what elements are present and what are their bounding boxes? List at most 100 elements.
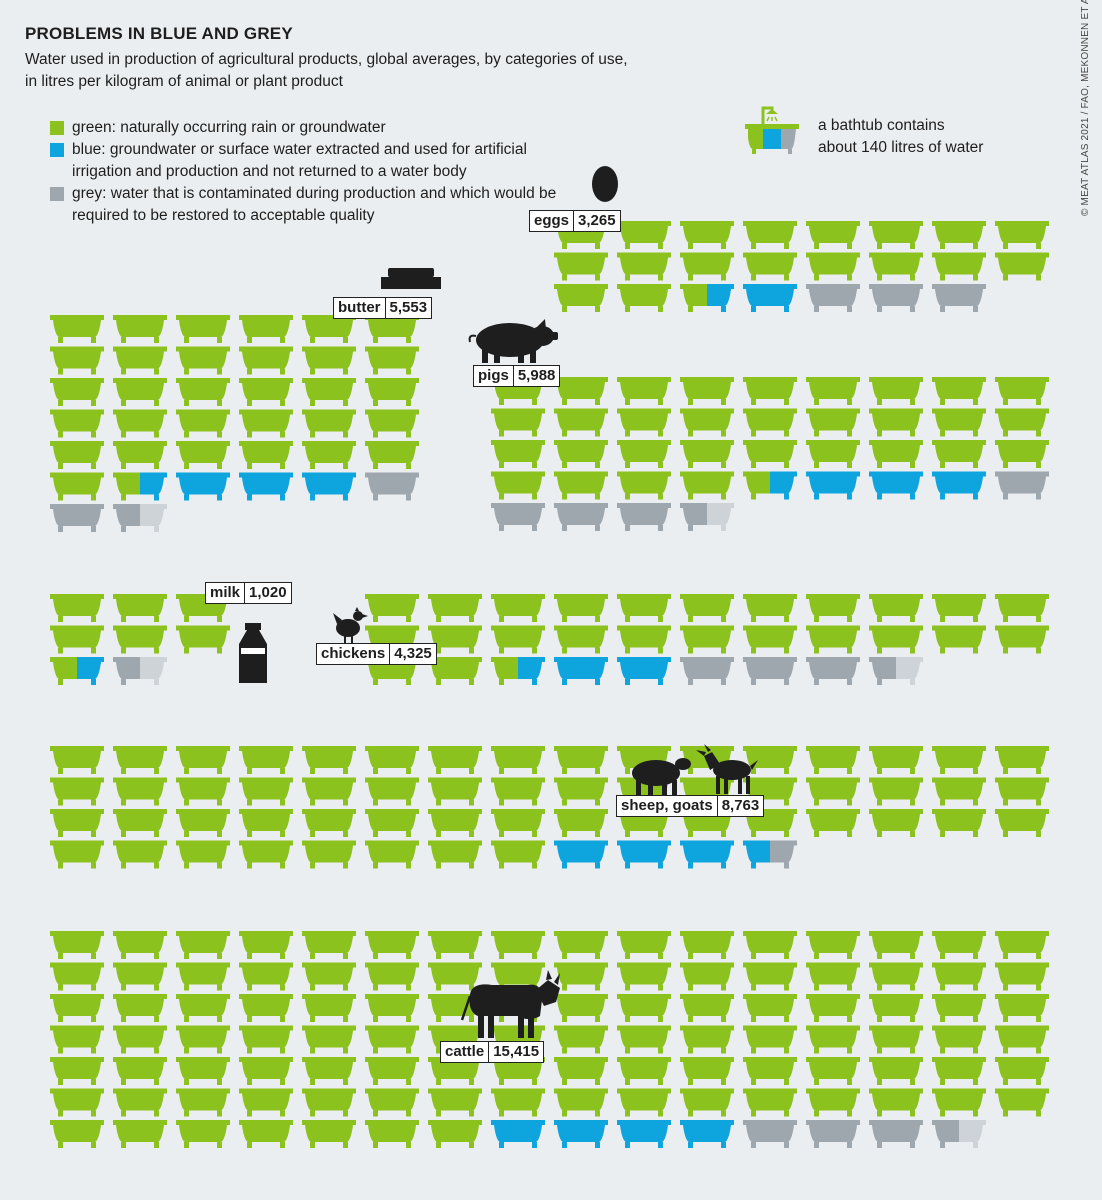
bathtub-mark-sheep-goats-52 bbox=[302, 840, 356, 869]
bathtub-mark-chickens-13 bbox=[491, 625, 545, 654]
chart-subtitle: Water used in production of agricultural… bbox=[25, 49, 685, 93]
bathtub-mark-butter-3 bbox=[239, 315, 293, 343]
bathtub-mark-sheep-goats-48 bbox=[50, 840, 104, 869]
bathtub-mark-chickens-28 bbox=[743, 657, 797, 685]
bathtub-mark-sheep-goats-23 bbox=[491, 777, 545, 806]
legend-label-blue: blue: groundwater or surface water extra… bbox=[72, 141, 527, 180]
label-cattle: cattle 15,415 bbox=[440, 1041, 545, 1063]
bathtub-mark-cattle-107 bbox=[743, 1120, 797, 1148]
bathtub-mark-cattle-51 bbox=[239, 1025, 293, 1054]
bathtub-mark-butter-35 bbox=[365, 472, 419, 501]
bathtub-mark-sheep-goats-11 bbox=[743, 746, 797, 774]
bathtub-mark-cattle-81 bbox=[113, 1088, 167, 1117]
bathtub-mark-eggs-3 bbox=[743, 221, 797, 249]
bathtub-mark-cattle-58 bbox=[680, 1025, 734, 1054]
bathtub-mark-sheep-goats-56 bbox=[554, 840, 608, 869]
bathtub-mark-eggs-4 bbox=[806, 221, 860, 249]
bathtub-key-line-2: about 140 litres of water bbox=[818, 139, 984, 156]
bathtub-mark-pigs-19 bbox=[554, 440, 608, 468]
bathtub-mark-cattle-83 bbox=[239, 1088, 293, 1117]
bathtub-mark-cattle-82 bbox=[176, 1088, 230, 1117]
label-value: 8,763 bbox=[716, 796, 764, 816]
bathtub-mark-cattle-97 bbox=[113, 1120, 167, 1148]
bathtub-mark-milk-6 bbox=[50, 657, 104, 685]
bathtub-mark-cattle-22 bbox=[428, 962, 482, 991]
bathtub-mark-milk-3 bbox=[50, 625, 104, 654]
legend-swatch-blue bbox=[50, 143, 64, 157]
bathtub-mark-cattle-12 bbox=[806, 931, 860, 959]
bathtub-mark-pigs-27 bbox=[491, 471, 545, 500]
bathtub-mark-pigs-34 bbox=[932, 471, 986, 500]
bathtub-mark-milk-4 bbox=[113, 625, 167, 654]
bathtub-mark-butter-29 bbox=[365, 441, 419, 469]
label-butter: butter 5,553 bbox=[333, 297, 433, 319]
bathtub-mark-chickens-18 bbox=[806, 625, 860, 654]
bathtub-mark-cattle-89 bbox=[617, 1088, 671, 1117]
bathtub-mark-cattle-23 bbox=[491, 962, 545, 991]
bathtub-mark-sheep-goats-12 bbox=[806, 746, 860, 774]
bathtub-mark-butter-20 bbox=[176, 409, 230, 438]
bathtub-mark-cattle-11 bbox=[743, 931, 797, 959]
bathtub-mark-pigs-30 bbox=[680, 471, 734, 500]
bathtub-mark-cattle-16 bbox=[50, 962, 104, 991]
bathtub-mark-cattle-90 bbox=[680, 1088, 734, 1117]
bathtub-mark-butter-34 bbox=[302, 472, 356, 501]
label-name: milk bbox=[210, 584, 241, 601]
bathtub-mark-eggs-17 bbox=[617, 284, 671, 312]
bathtub-mark-butter-26 bbox=[176, 441, 230, 469]
bathtub-mark-eggs-15 bbox=[995, 252, 1049, 281]
bathtub-mark-cattle-56 bbox=[554, 1025, 608, 1054]
bathtub-mark-sheep-goats-33 bbox=[113, 809, 167, 837]
bathtub-mark-sheep-goats-32 bbox=[50, 809, 104, 837]
bathtub-mark-eggs-7 bbox=[995, 221, 1049, 249]
bathtub-mark-cattle-108 bbox=[806, 1120, 860, 1148]
bathtub-mark-sheep-goats-31 bbox=[995, 777, 1049, 806]
bathtub-mark-pigs-9 bbox=[491, 408, 545, 437]
bathtub-mark-pigs-36 bbox=[491, 503, 545, 531]
bathtub-mark-pigs-32 bbox=[806, 471, 860, 500]
bathtub-mark-cattle-96 bbox=[50, 1120, 104, 1148]
bathtub-mark-sheep-goats-57 bbox=[617, 840, 671, 869]
bathtub-mark-butter-21 bbox=[239, 409, 293, 438]
bathtub-mark-cattle-34 bbox=[176, 994, 230, 1022]
bathtub-mark-cattle-70 bbox=[428, 1057, 482, 1085]
bathtub-mark-eggs-22 bbox=[932, 284, 986, 312]
bathtub-mark-eggs-11 bbox=[743, 252, 797, 281]
bathtub-mark-pigs-10 bbox=[554, 408, 608, 437]
bathtub-mark-pigs-26 bbox=[995, 440, 1049, 468]
bathtub-mark-butter-15 bbox=[239, 378, 293, 406]
bathtub-mark-cattle-21 bbox=[365, 962, 419, 991]
bathtub-mark-cattle-5 bbox=[365, 931, 419, 959]
bathtub-mark-sheep-goats-35 bbox=[239, 809, 293, 837]
bathtub-mark-sheep-goats-15 bbox=[995, 746, 1049, 774]
bathtub-mark-eggs-18 bbox=[680, 284, 734, 312]
bathtub-mark-cattle-57 bbox=[617, 1025, 671, 1054]
bathtub-mark-chickens-24 bbox=[491, 657, 545, 685]
label-milk: milk 1,020 bbox=[205, 582, 292, 604]
bathtub-mark-cattle-44 bbox=[806, 994, 860, 1022]
bathtub-mark-cattle-67 bbox=[239, 1057, 293, 1085]
bathtub-mark-cattle-19 bbox=[239, 962, 293, 991]
subtitle-line-1: Water used in production of agricultural… bbox=[25, 51, 628, 68]
bathtub-mark-cattle-36 bbox=[302, 994, 356, 1022]
bathtub-mark-cattle-92 bbox=[806, 1088, 860, 1117]
bathtub-mark-sheep-goats-58 bbox=[680, 840, 734, 869]
bathtub-mark-cattle-63 bbox=[995, 1025, 1049, 1054]
bathtub-mark-cattle-32 bbox=[50, 994, 104, 1022]
label-value: 5,988 bbox=[512, 366, 560, 386]
bathtub-mark-cattle-60 bbox=[806, 1025, 860, 1054]
bathtub-mark-pigs-12 bbox=[680, 408, 734, 437]
bathtub-mark-chickens-12 bbox=[428, 625, 482, 654]
butter-icon bbox=[381, 268, 441, 289]
bathtub-mark-cattle-33 bbox=[113, 994, 167, 1022]
bathtub-mark-sheep-goats-59 bbox=[743, 840, 797, 869]
bathtub-mark-pigs-3 bbox=[680, 377, 734, 405]
bathtub-mark-cattle-100 bbox=[302, 1120, 356, 1148]
bathtub-mark-pigs-2 bbox=[617, 377, 671, 405]
bathtub-mark-butter-33 bbox=[239, 472, 293, 501]
bathtub-mark-chickens-7 bbox=[806, 594, 860, 622]
bathtub-mark-chickens-19 bbox=[869, 625, 923, 654]
bathtub-mark-cattle-106 bbox=[680, 1120, 734, 1148]
bathtub-mark-pigs-6 bbox=[869, 377, 923, 405]
